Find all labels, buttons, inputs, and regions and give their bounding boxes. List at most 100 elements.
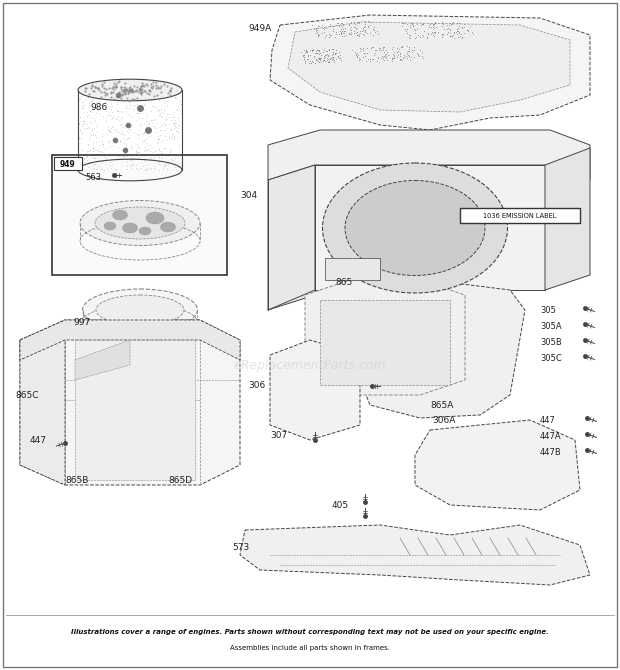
Point (355, 27, 365, 38)
Point (428, 21, 438, 32)
Point (154, 86, 164, 97)
Polygon shape (20, 320, 65, 485)
Point (334, 20, 344, 31)
Point (428, 28, 438, 39)
Point (97, 146, 107, 157)
Point (133, 129, 143, 140)
Point (445, 30, 455, 41)
Point (104, 137, 114, 147)
Point (314, 21, 324, 31)
Point (162, 133, 172, 144)
Point (82, 146, 92, 157)
Point (118, 122, 128, 133)
Point (359, 29, 369, 40)
Point (453, 17, 463, 28)
Point (131, 90, 141, 101)
Point (154, 145, 164, 155)
Point (354, 17, 364, 28)
Point (352, 17, 362, 28)
Point (139, 127, 149, 138)
Point (172, 105, 182, 115)
Point (136, 163, 146, 174)
Point (457, 23, 467, 34)
Polygon shape (268, 165, 315, 310)
Point (407, 17, 417, 28)
Point (308, 56, 317, 67)
Point (151, 123, 161, 134)
Point (332, 19, 342, 30)
Point (87, 124, 97, 135)
Point (319, 27, 329, 38)
Point (323, 56, 333, 67)
Point (153, 118, 162, 129)
Ellipse shape (96, 295, 184, 325)
Point (160, 119, 170, 130)
Point (459, 28, 469, 39)
Point (97, 146, 107, 157)
Point (108, 113, 118, 123)
Point (84, 134, 94, 145)
Point (146, 153, 156, 163)
Point (177, 93, 187, 104)
Point (82, 151, 92, 162)
Point (365, 17, 375, 27)
Point (324, 56, 334, 67)
Point (359, 48, 369, 58)
Point (106, 104, 116, 115)
Point (337, 31, 347, 42)
Point (126, 159, 136, 170)
Point (328, 54, 338, 64)
Point (152, 90, 162, 101)
Point (397, 53, 407, 64)
Ellipse shape (112, 210, 128, 220)
Point (140, 104, 150, 115)
Point (157, 147, 167, 158)
Point (130, 88, 140, 98)
Point (318, 56, 328, 66)
Point (138, 127, 148, 138)
Point (126, 139, 136, 150)
Point (458, 33, 467, 44)
Point (78, 113, 88, 124)
Point (123, 126, 133, 137)
Point (173, 119, 183, 130)
Point (407, 19, 417, 29)
Point (169, 131, 179, 141)
Point (89, 153, 99, 163)
Point (135, 119, 145, 129)
Point (323, 51, 333, 62)
Point (108, 122, 118, 133)
Point (139, 134, 149, 145)
Point (376, 42, 386, 53)
Point (136, 157, 146, 168)
Point (84, 157, 94, 168)
Point (125, 161, 135, 172)
Point (76, 127, 86, 137)
Point (161, 111, 171, 121)
Point (132, 108, 142, 119)
Point (387, 44, 397, 54)
Point (446, 18, 456, 29)
Point (174, 121, 184, 131)
Point (106, 127, 116, 137)
Point (301, 48, 311, 59)
Point (112, 96, 122, 107)
Point (309, 48, 319, 58)
Point (334, 17, 343, 28)
Point (124, 93, 134, 104)
Point (133, 98, 143, 109)
Point (90, 98, 100, 109)
Point (76, 158, 86, 169)
Point (133, 100, 143, 111)
Point (309, 23, 319, 34)
Point (329, 54, 339, 65)
Point (123, 109, 133, 120)
Point (122, 164, 132, 175)
Point (431, 21, 441, 32)
Point (351, 28, 361, 39)
Point (382, 47, 392, 58)
Point (104, 93, 114, 104)
Point (303, 50, 313, 60)
Point (350, 47, 360, 58)
Point (141, 133, 151, 144)
